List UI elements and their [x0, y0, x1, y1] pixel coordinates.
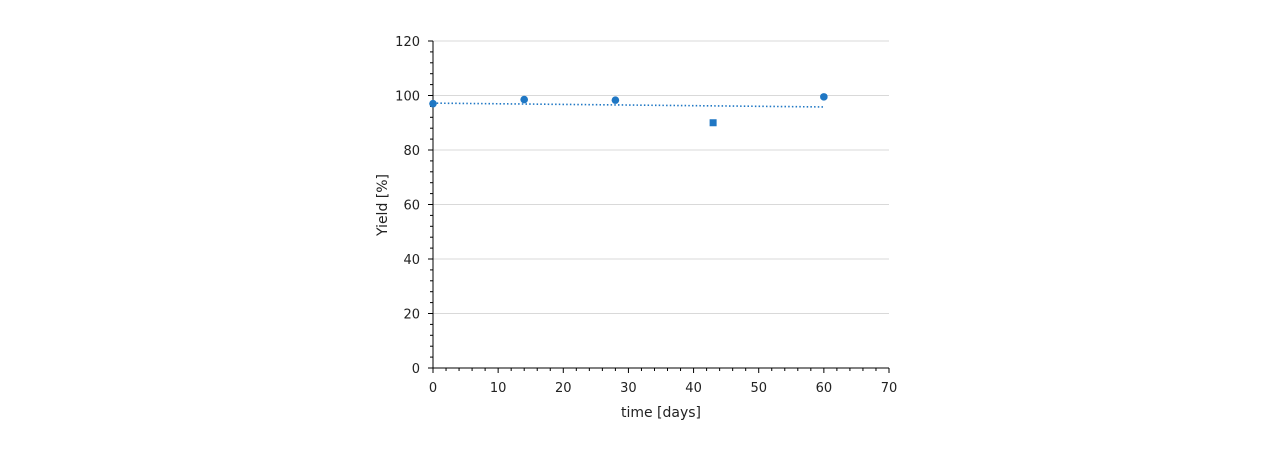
x-tick-label: 0 [429, 381, 437, 396]
x-axis-title: time [days] [621, 405, 701, 421]
trendline-group [432, 102, 824, 108]
y-tick-label: 40 [403, 253, 420, 268]
y-tick-label: 100 [395, 90, 420, 105]
ticks: 0 20 40 60 80 100 120 0 10 20 30 40 50 60 70 [395, 35, 897, 396]
data-point [611, 96, 620, 104]
data-point [429, 99, 437, 108]
x-tick-label: 10 [490, 381, 507, 396]
x-tick-label: 30 [620, 381, 637, 396]
x-tick-label: 50 [750, 381, 767, 396]
x-tick-label: 40 [685, 381, 702, 396]
x-tick-label: 70 [881, 381, 898, 396]
y-tick-label: 60 [403, 199, 420, 214]
x-tick-label: 60 [816, 381, 833, 396]
data-point [820, 93, 828, 101]
y-tick-label: 80 [403, 144, 420, 159]
data-points [429, 93, 828, 127]
y-tick-label: 120 [395, 35, 420, 50]
x-tick-label: 20 [555, 381, 572, 396]
data-point [520, 95, 528, 104]
data-point [709, 119, 717, 127]
y-axis-title: Yield [%] [375, 174, 391, 237]
gridlines [433, 40, 889, 314]
y-tick-label: 0 [412, 362, 420, 377]
y-tick-label: 20 [403, 308, 420, 323]
trendline [432, 102, 824, 108]
